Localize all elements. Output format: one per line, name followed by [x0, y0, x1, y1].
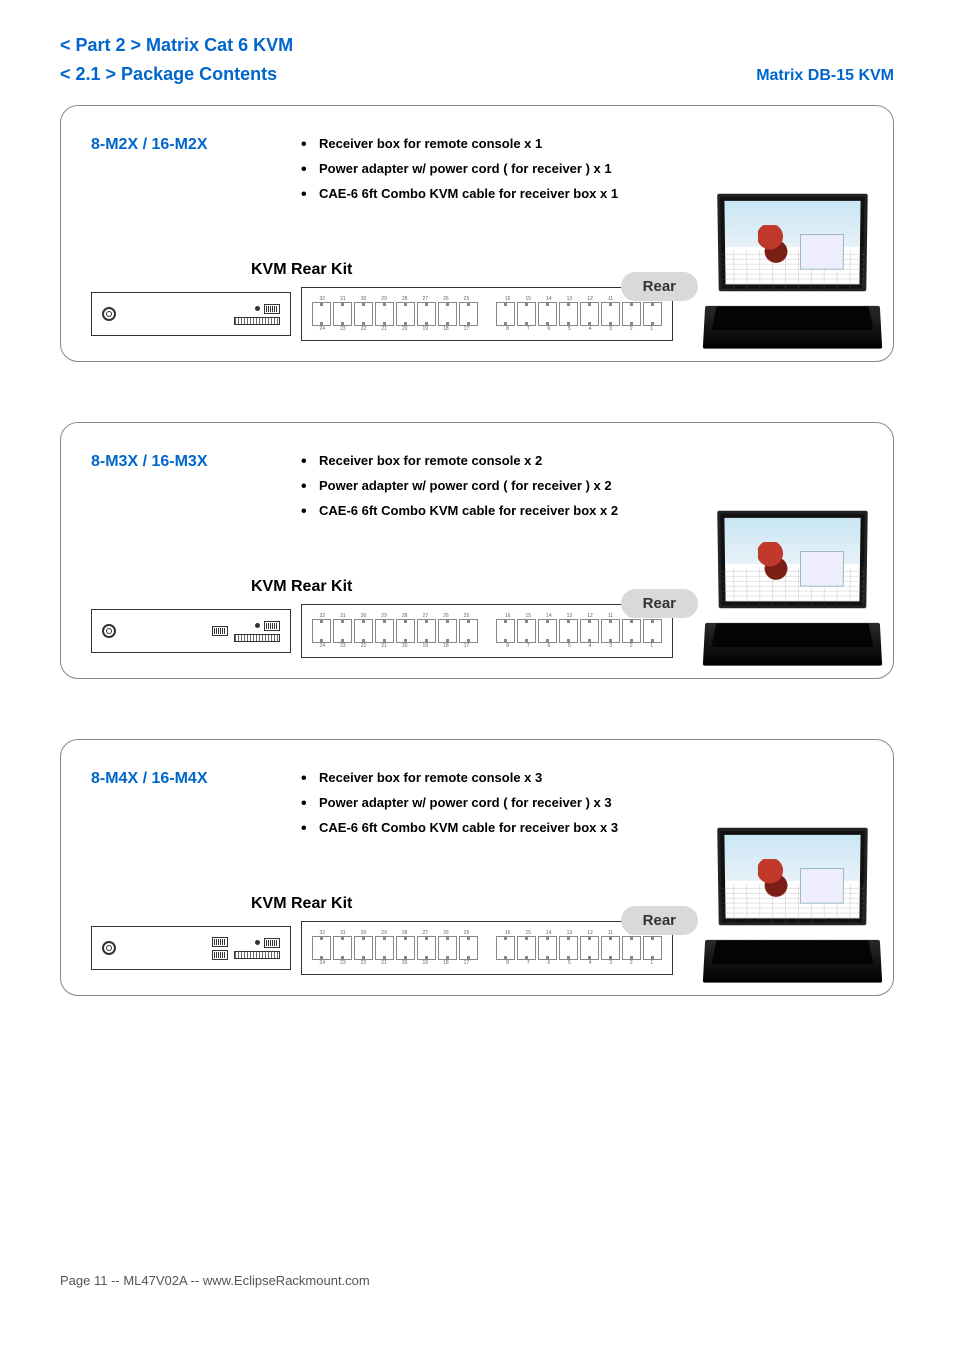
- contents-item: Power adapter w/ power cord ( for receiv…: [301, 478, 618, 493]
- header-section: < 2.1 > Package Contents: [60, 64, 277, 85]
- contents-item: Power adapter w/ power cord ( for receiv…: [301, 161, 618, 176]
- kvm-drawer-illustration: [700, 824, 885, 989]
- rear-left-panel: [91, 609, 291, 653]
- product-panel: 8-M3X / 16-M3XReceiver box for remote co…: [60, 422, 894, 679]
- rear-label: Rear: [621, 906, 698, 935]
- contents-item: CAE-6 6ft Combo KVM cable for receiver b…: [301, 503, 618, 518]
- serial-port-icon: [234, 634, 280, 642]
- model-title: 8-M2X / 16-M2X: [91, 136, 301, 211]
- serial-port-icon: [234, 317, 280, 325]
- kvm-port-panel: 3231302928272625161514131211109242322212…: [301, 287, 673, 341]
- rear-label: Rear: [621, 589, 698, 618]
- contents-list: Receiver box for remote console x 3 Power…: [301, 770, 618, 845]
- contents-item: Power adapter w/ power cord ( for receiv…: [301, 795, 618, 810]
- rear-left-panel: [91, 292, 291, 336]
- product-panel: 8-M2X / 16-M2XReceiver box for remote co…: [60, 105, 894, 362]
- console-port-icon: [264, 938, 280, 948]
- serial-port-icon: [234, 951, 280, 959]
- contents-item: Receiver box for remote console x 2: [301, 453, 618, 468]
- header-product: Matrix DB-15 KVM: [756, 67, 894, 85]
- model-title: 8-M4X / 16-M4X: [91, 770, 301, 845]
- contents-list: Receiver box for remote console x 1 Power…: [301, 136, 618, 211]
- console-port-icon: [212, 626, 228, 636]
- console-port-icon: [264, 621, 280, 631]
- console-port-icon: [264, 304, 280, 314]
- rear-label: Rear: [621, 272, 698, 301]
- led-icon: [255, 623, 260, 628]
- power-connector-icon: [102, 941, 116, 955]
- kvm-port-panel: 3231302928272625161514131211109242322212…: [301, 604, 673, 658]
- contents-item: Receiver box for remote console x 1: [301, 136, 618, 151]
- console-port-icon: [212, 950, 228, 960]
- power-connector-icon: [102, 307, 116, 321]
- page-footer: Page 11 -- ML47V02A -- www.EclipseRackmo…: [60, 1273, 370, 1288]
- rear-left-panel: [91, 926, 291, 970]
- led-icon: [255, 306, 260, 311]
- header-part: < Part 2 > Matrix Cat 6 KVM: [60, 35, 894, 56]
- contents-item: CAE-6 6ft Combo KVM cable for receiver b…: [301, 186, 618, 201]
- power-connector-icon: [102, 624, 116, 638]
- kvm-drawer-illustration: [700, 190, 885, 355]
- kvm-drawer-illustration: [700, 507, 885, 672]
- model-title: 8-M3X / 16-M3X: [91, 453, 301, 528]
- console-port-icon: [212, 937, 228, 947]
- contents-item: Receiver box for remote console x 3: [301, 770, 618, 785]
- led-icon: [255, 940, 260, 945]
- contents-item: CAE-6 6ft Combo KVM cable for receiver b…: [301, 820, 618, 835]
- kvm-port-panel: 3231302928272625161514131211109242322212…: [301, 921, 673, 975]
- product-panel: 8-M4X / 16-M4XReceiver box for remote co…: [60, 739, 894, 996]
- header-row: < 2.1 > Package Contents Matrix DB-15 KV…: [60, 64, 894, 85]
- contents-list: Receiver box for remote console x 2 Power…: [301, 453, 618, 528]
